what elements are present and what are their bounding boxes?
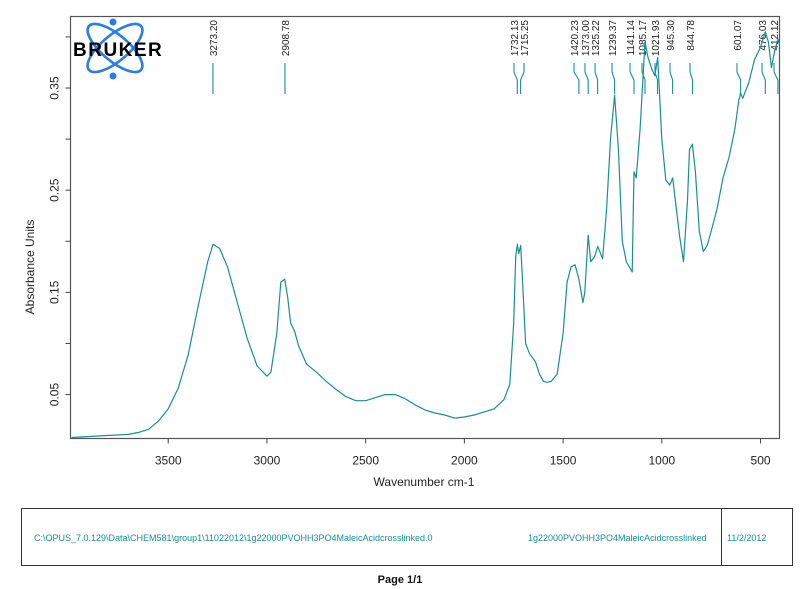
x-tick-label: 500	[751, 454, 771, 468]
peak-label: 412.12	[770, 20, 781, 51]
y-axis-label: Absorbance Units	[23, 220, 37, 315]
peak-marker	[629, 63, 635, 94]
peak-label: 1021.93	[651, 20, 662, 57]
peak-marker	[584, 63, 589, 94]
peak-marker	[761, 63, 766, 94]
y-axis: 0.05 0.15 0.25 0.35	[48, 36, 71, 407]
spectrum-line	[71, 31, 781, 439]
peak-marker	[736, 63, 742, 94]
peak-labels: 3273.20 2908.78 1732.13 1715.25 1420.23 1373.…	[209, 20, 781, 94]
peak-label: 3273.20	[209, 20, 220, 57]
peak-marker	[594, 63, 599, 94]
peak-label: 1715.25	[520, 20, 531, 57]
peak-marker	[520, 63, 525, 94]
y-tick-label: 0.35	[48, 76, 62, 100]
measurement-date: 11/2/2012	[727, 533, 767, 543]
peak-marker	[689, 63, 694, 94]
peak-label: 1085.17	[638, 20, 649, 57]
peak-marker	[513, 63, 518, 94]
ir-spectrum-chart: BRUKER 3273.20 2908.78 1732.13 1715.25 1420.…	[23, 15, 781, 489]
peak-label: 1141.14	[626, 20, 637, 56]
peak-marker	[573, 63, 580, 94]
bruker-logo-text: BRUKER	[73, 40, 163, 61]
x-tick-label: 3000	[254, 454, 281, 468]
page-number: Page 1/1	[377, 574, 423, 586]
x-tick-label: 2000	[451, 454, 478, 468]
x-axis: 3500 3000 2500 2000 1500 1000 500	[155, 438, 771, 468]
x-tick-label: 2500	[352, 454, 379, 468]
file-path: C:\OPUS_7.0.129\Data\CHEM581\group1\1102…	[34, 533, 433, 543]
x-tick-label: 1500	[550, 454, 577, 468]
file-info-box: C:\OPUS_7.0.129\Data\CHEM581\group1\1102…	[21, 508, 793, 566]
peak-label: 601.07	[733, 20, 744, 51]
y-tick-label: 0.15	[48, 280, 62, 304]
peak-marker	[669, 63, 674, 94]
peak-marker	[611, 63, 616, 94]
peak-label: 1420.23	[570, 20, 581, 57]
peak-label: 945.30	[666, 20, 677, 51]
x-axis-label: Wavenumber cm-1	[374, 475, 475, 489]
y-tick-label: 0.05	[48, 383, 62, 407]
peak-label: 1732.13	[510, 20, 521, 57]
peak-label: 476.03	[758, 20, 769, 51]
y-tick-label: 0.25	[48, 178, 62, 202]
peak-label: 2908.78	[281, 20, 292, 57]
peak-marker	[654, 63, 659, 94]
peak-marker	[773, 63, 779, 94]
bruker-logo: BRUKER	[73, 18, 163, 80]
footer-divider	[721, 509, 722, 565]
x-tick-label: 1000	[648, 454, 675, 468]
peak-label: 1325.22	[591, 20, 602, 57]
peak-label: 844.78	[686, 20, 697, 51]
sample-name: 1g22000PVOHH3PO4MaleicAcidcrosslinked	[528, 533, 707, 543]
x-tick-label: 3500	[155, 454, 182, 468]
plot-frame	[69, 15, 781, 440]
peak-label: 1239.37	[608, 20, 619, 57]
peak-label: 1373.00	[581, 20, 592, 57]
